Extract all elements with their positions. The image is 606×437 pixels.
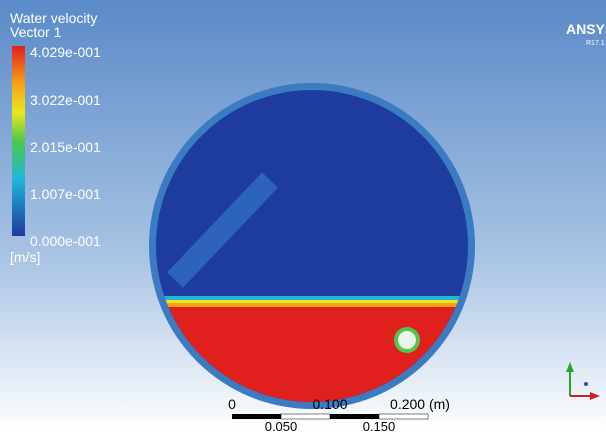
scale-label: 0	[228, 396, 236, 412]
logo: ANSYS	[566, 21, 606, 37]
scale-label: 0.200 (m)	[390, 396, 450, 412]
legend-unit: [m/s]	[10, 249, 40, 265]
legend-label: 3.022e-001	[30, 92, 101, 108]
legend-label: 2.015e-001	[30, 139, 101, 155]
viewport: Water velocity Vector 1 4.029e-001 3.022…	[0, 0, 606, 432]
legend-label: 0.000e-001	[30, 233, 101, 249]
scale-bar	[232, 414, 428, 419]
logo-version: R17.1	[586, 40, 605, 47]
scale-label: 0.050	[265, 419, 298, 432]
legend-label: 1.007e-001	[30, 186, 101, 202]
scale-label: 0.100	[312, 396, 347, 412]
legend-label: 4.029e-001	[30, 44, 101, 60]
color-bar	[12, 46, 25, 236]
legend-subtitle: Vector 1	[10, 24, 62, 40]
scale-label: 0.150	[363, 419, 396, 432]
